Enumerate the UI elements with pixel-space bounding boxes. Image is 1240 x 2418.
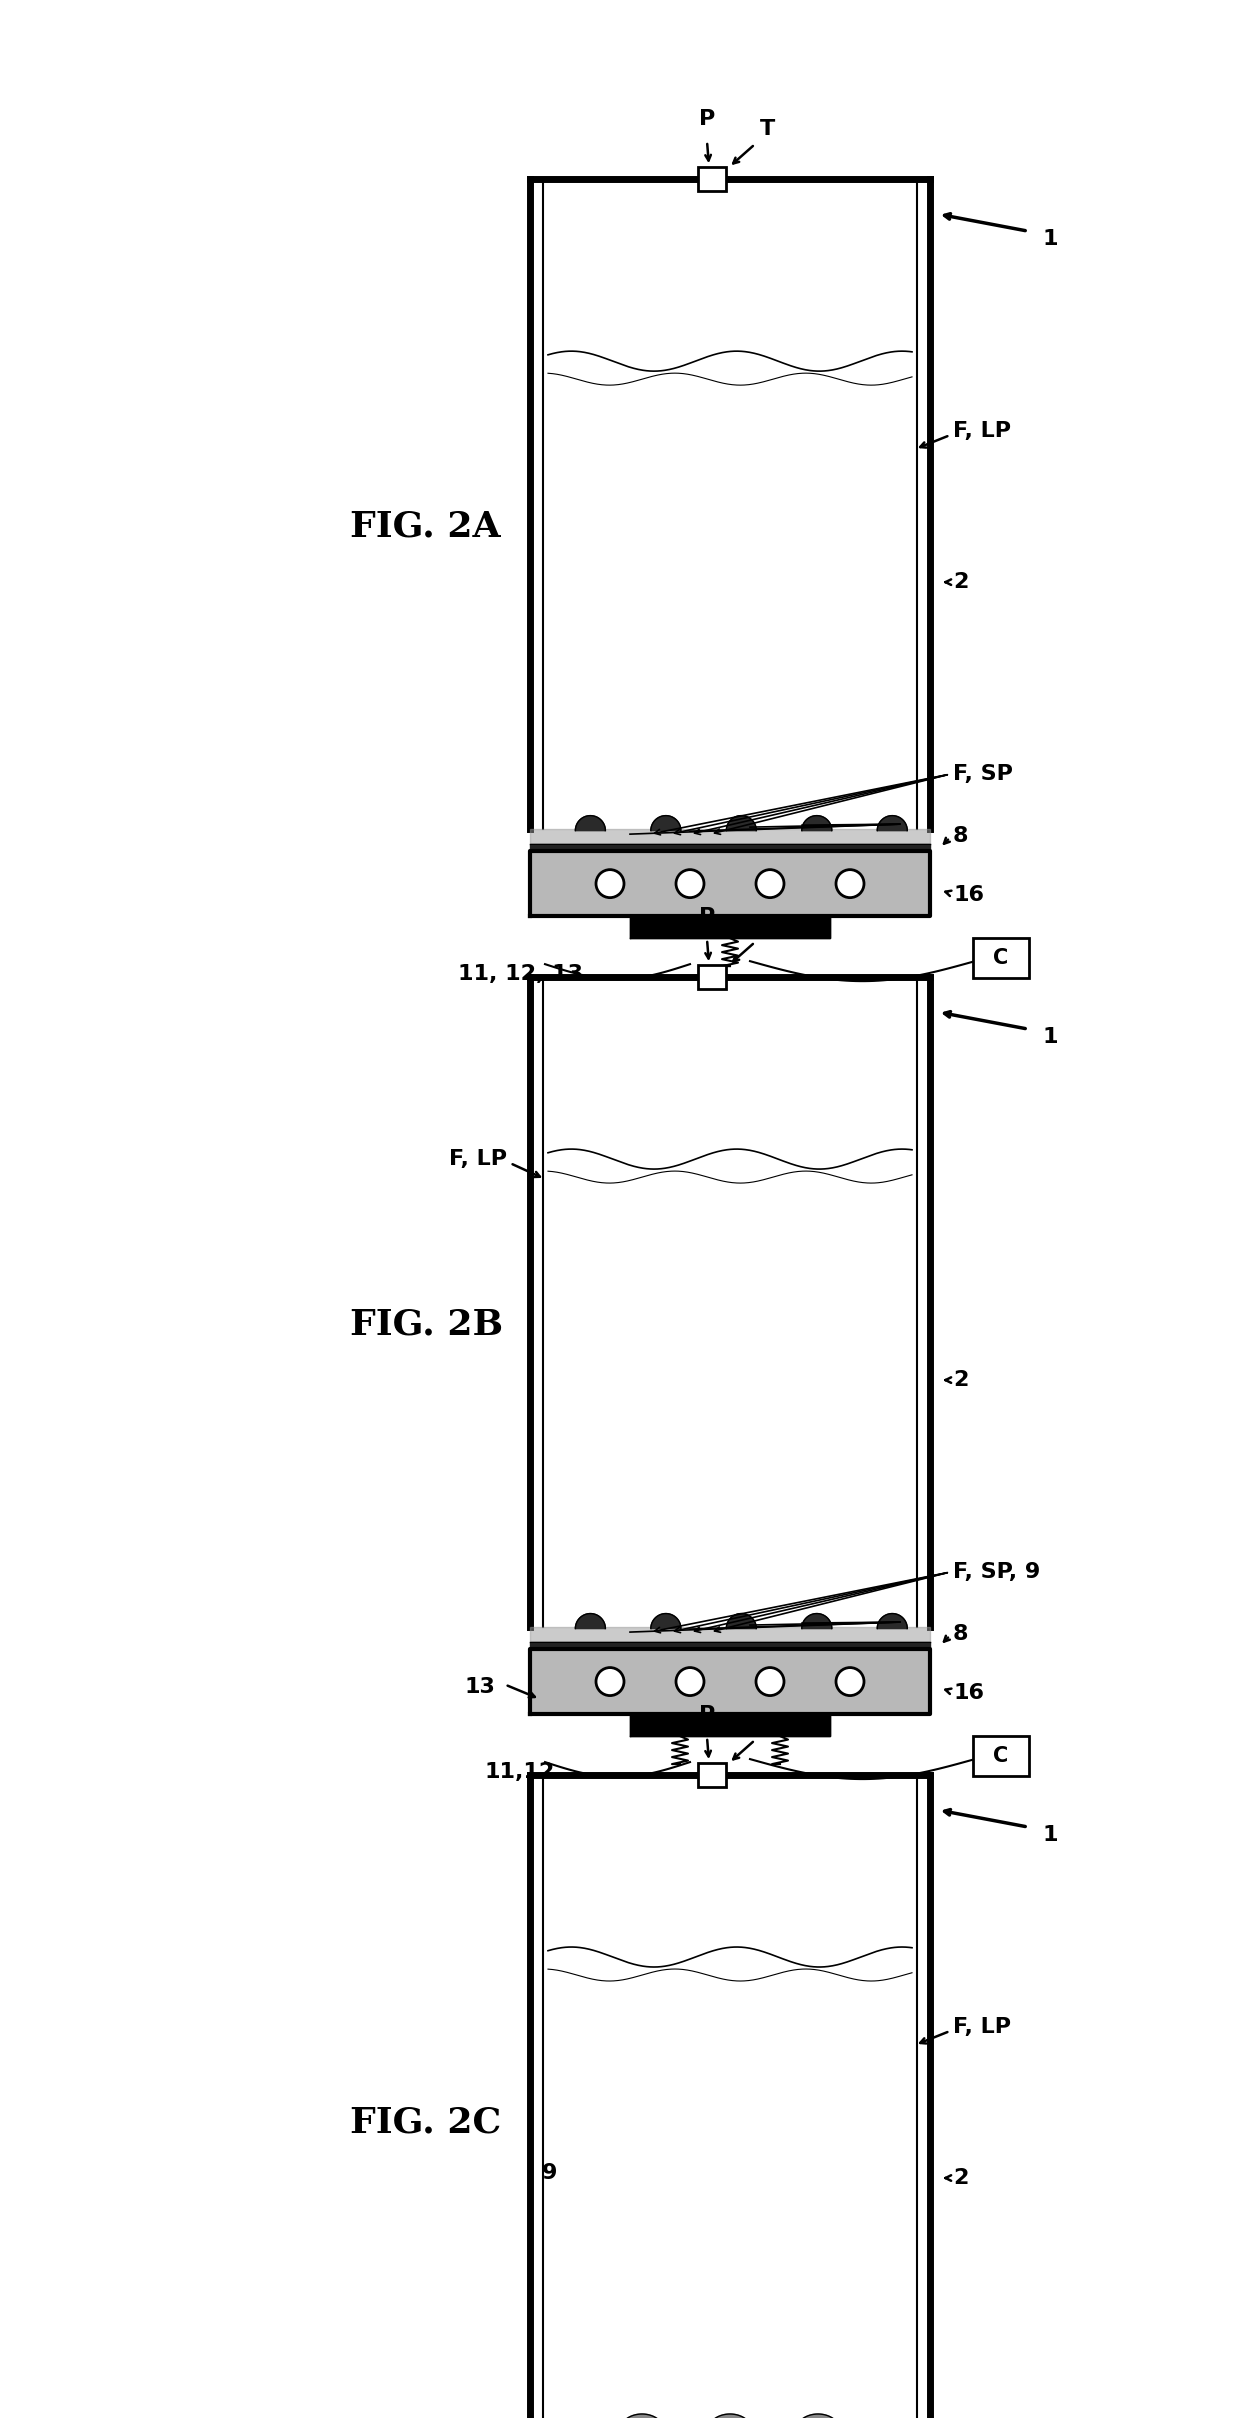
Text: T: T: [759, 916, 775, 938]
Polygon shape: [651, 815, 681, 832]
Text: 1: 1: [1043, 230, 1058, 249]
Text: FIG. 2C: FIG. 2C: [350, 2106, 501, 2140]
FancyBboxPatch shape: [698, 167, 725, 191]
Polygon shape: [529, 851, 930, 916]
Text: 13: 13: [465, 1676, 496, 1697]
Polygon shape: [708, 2413, 751, 2418]
Text: 11,12: 11,12: [485, 1763, 556, 1782]
Text: F, LP: F, LP: [449, 1149, 507, 1168]
Text: P: P: [699, 1705, 715, 1724]
Polygon shape: [877, 1613, 908, 1630]
Circle shape: [676, 1668, 704, 1695]
Text: F, SP, 9: F, SP, 9: [954, 1562, 1040, 1581]
Text: 2: 2: [954, 573, 968, 592]
Text: T: T: [759, 1714, 775, 1736]
Polygon shape: [529, 1649, 930, 1714]
Polygon shape: [877, 815, 908, 832]
Text: 16: 16: [954, 885, 985, 904]
Circle shape: [836, 1668, 864, 1695]
Text: 11, 12, 13: 11, 12, 13: [458, 965, 583, 984]
Text: P: P: [699, 907, 715, 926]
Text: P: P: [699, 109, 715, 128]
FancyBboxPatch shape: [973, 1736, 1029, 1775]
Polygon shape: [529, 844, 930, 851]
Polygon shape: [651, 1613, 681, 1630]
Text: C: C: [993, 1746, 1008, 1765]
Text: T: T: [759, 118, 775, 140]
Text: 8: 8: [954, 825, 968, 846]
Polygon shape: [575, 815, 605, 832]
Polygon shape: [529, 1642, 930, 1649]
Polygon shape: [630, 916, 830, 938]
Polygon shape: [630, 1714, 830, 1736]
Text: F, LP: F, LP: [954, 2017, 1011, 2036]
Circle shape: [596, 870, 624, 897]
Circle shape: [836, 870, 864, 897]
Circle shape: [676, 870, 704, 897]
Polygon shape: [727, 815, 756, 832]
Circle shape: [756, 1668, 784, 1695]
Text: 1: 1: [1043, 1826, 1058, 1845]
Text: FIG. 2A: FIG. 2A: [350, 510, 501, 544]
Text: FIG. 2B: FIG. 2B: [350, 1308, 503, 1342]
Polygon shape: [802, 1613, 832, 1630]
Text: F, LP: F, LP: [954, 421, 1011, 440]
Text: 8: 8: [954, 1622, 968, 1644]
Polygon shape: [802, 815, 832, 832]
FancyBboxPatch shape: [698, 965, 725, 989]
Text: 9: 9: [542, 2162, 558, 2183]
Polygon shape: [575, 1613, 605, 1630]
Polygon shape: [529, 179, 930, 829]
Polygon shape: [796, 2413, 839, 2418]
Polygon shape: [529, 1627, 930, 1642]
Polygon shape: [529, 1775, 930, 2418]
Text: 2: 2: [954, 1371, 968, 1390]
Text: 16: 16: [954, 1683, 985, 1702]
Polygon shape: [727, 1613, 756, 1630]
Text: C: C: [993, 948, 1008, 967]
FancyBboxPatch shape: [973, 938, 1029, 977]
Polygon shape: [529, 977, 930, 1627]
Circle shape: [756, 870, 784, 897]
Text: 1: 1: [1043, 1028, 1058, 1047]
FancyBboxPatch shape: [698, 1763, 725, 1787]
Polygon shape: [529, 829, 930, 844]
Polygon shape: [620, 2413, 663, 2418]
Text: F, SP: F, SP: [954, 764, 1013, 783]
Circle shape: [596, 1668, 624, 1695]
Text: 2: 2: [954, 2169, 968, 2188]
